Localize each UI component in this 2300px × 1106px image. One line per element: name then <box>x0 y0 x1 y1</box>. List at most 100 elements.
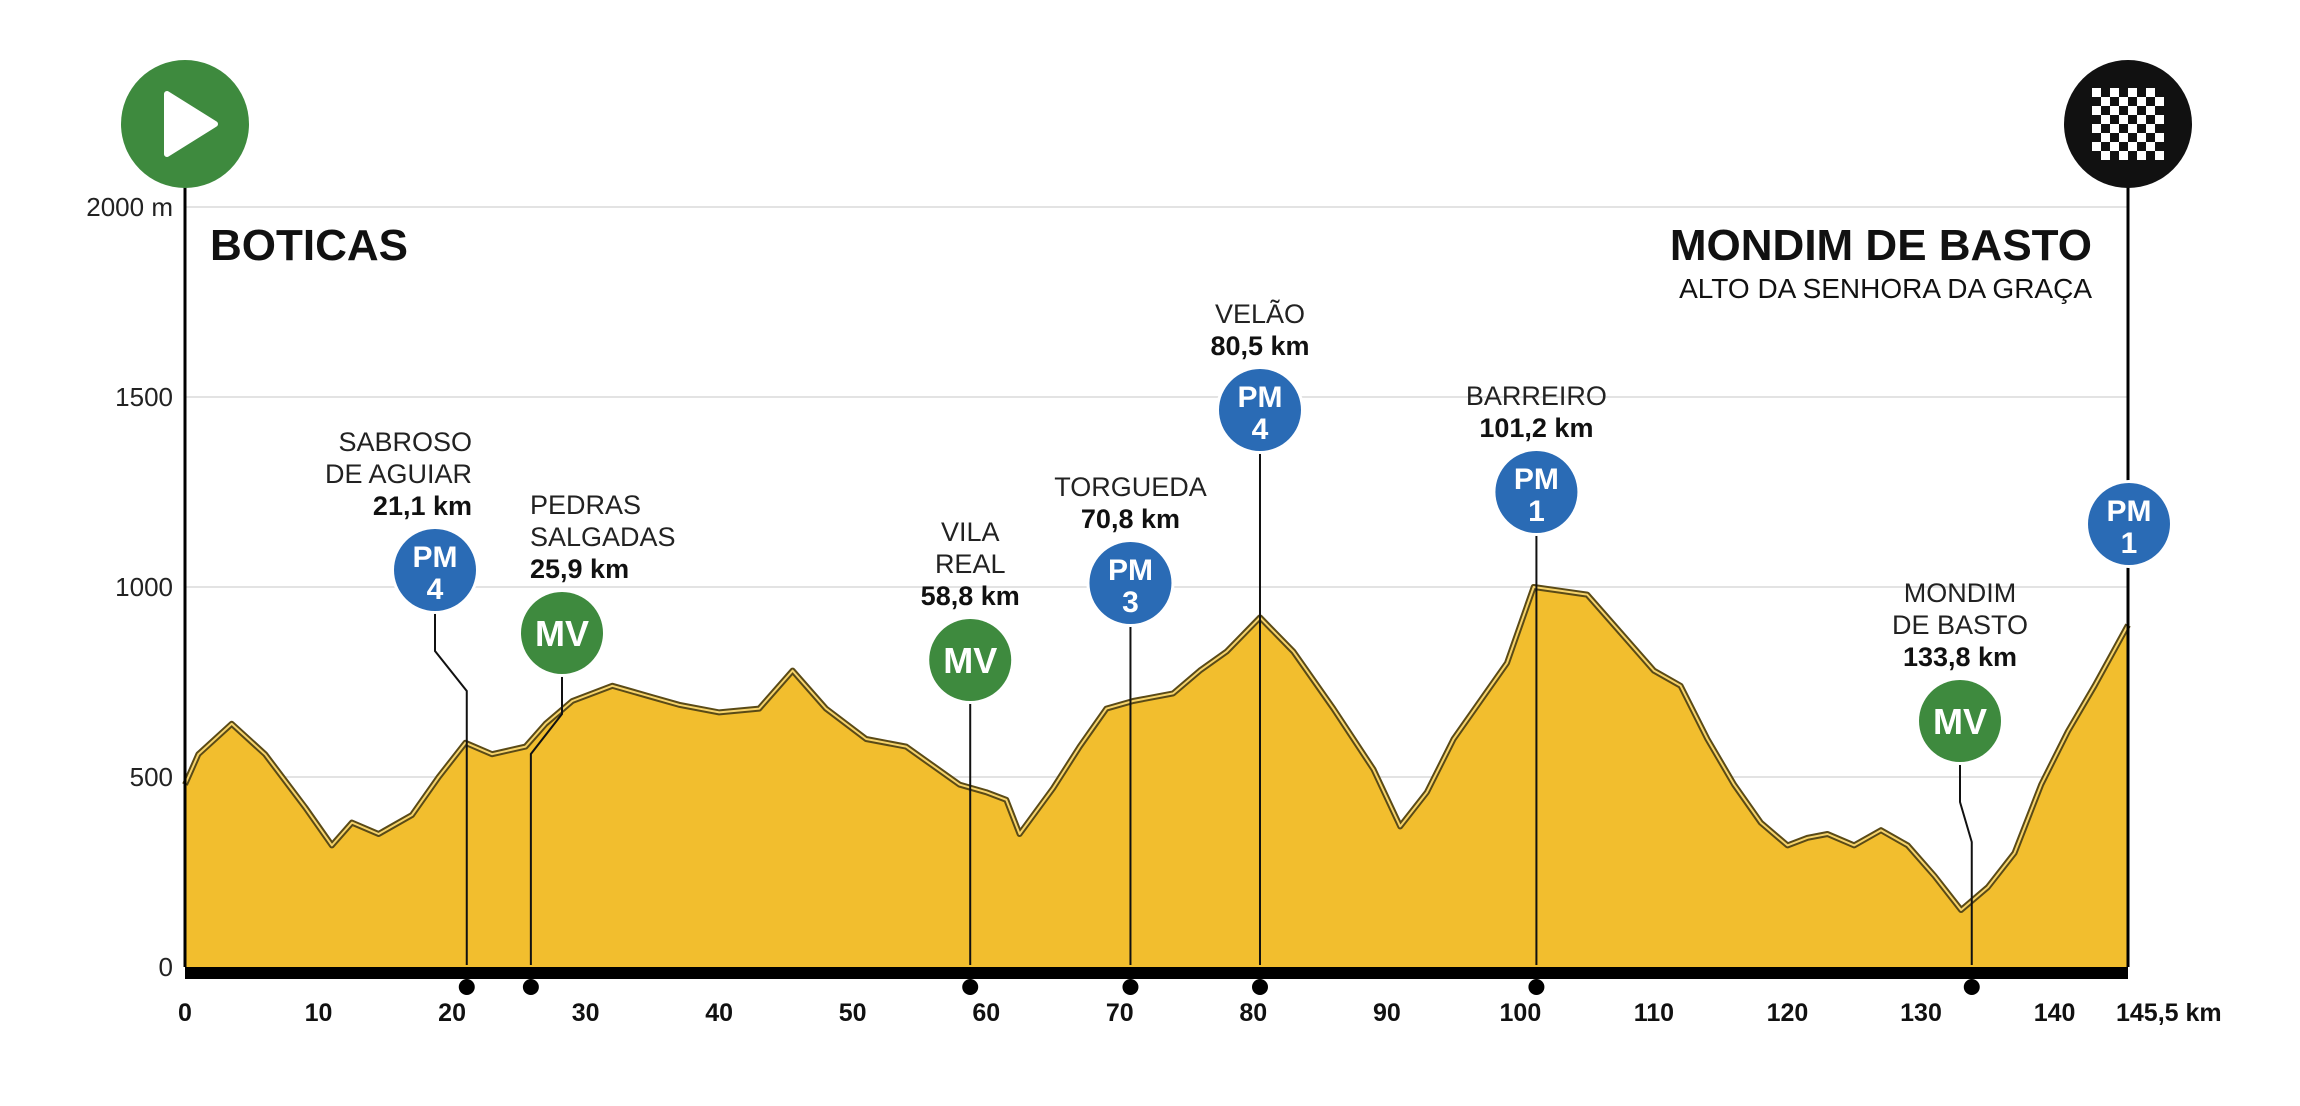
finish-title: MONDIM DE BASTO <box>1670 221 2092 270</box>
x-axis-bar <box>185 967 2128 979</box>
point-name-label: REAL <box>935 549 1006 579</box>
flag-cell <box>2137 115 2146 124</box>
badge-category: 3 <box>1122 586 1139 619</box>
flag-cell <box>2119 151 2128 160</box>
point-km-marker <box>1963 979 1980 995</box>
profile-edge-inner <box>184 586 2129 911</box>
flag-cell <box>2101 133 2110 142</box>
badge-label: MV <box>1933 701 1987 742</box>
x-tick-label: 130 <box>1900 999 1942 1027</box>
start-title: BOTICAS <box>210 221 408 270</box>
x-tick-label: 0 <box>178 999 192 1027</box>
flag-cell <box>2092 88 2101 97</box>
start-finish-icons <box>121 60 2192 188</box>
flag-cell <box>2137 133 2146 142</box>
point-name-label: MONDIM <box>1904 578 2016 608</box>
flag-cell <box>2110 106 2119 115</box>
x-tick-label: 10 <box>305 999 333 1027</box>
flag-cell <box>2092 106 2101 115</box>
flag-cell <box>2137 151 2146 160</box>
x-tick-label: 80 <box>1239 999 1267 1027</box>
flag-cell <box>2146 88 2155 97</box>
x-tick-label: 140 <box>2034 999 2076 1027</box>
sprint-badge <box>929 619 1012 701</box>
point-name-label: DE AGUIAR <box>325 459 472 489</box>
point-name-label: SABROSO <box>338 427 472 457</box>
x-tick-label: 60 <box>972 999 1000 1027</box>
badge-category: 1 <box>1528 495 1545 528</box>
flag-cell <box>2101 97 2110 106</box>
flag-cell <box>2128 124 2137 133</box>
badge-category: 4 <box>1252 413 1269 446</box>
elevation-profile <box>182 584 2131 967</box>
flag-cell <box>2119 115 2128 124</box>
point-connector <box>529 674 563 965</box>
mountain-prize-badge <box>1089 542 1172 624</box>
flag-cell <box>2155 97 2164 106</box>
point-name-label: VELÃO <box>1215 298 1305 329</box>
x-axis-ticks: 0 10 20 30 40 50 60 70 80 90 100 110 120 130 140 145,5 … <box>178 999 2222 1027</box>
badge-label: PM <box>1514 463 1559 496</box>
flag-cell <box>2155 151 2164 160</box>
badge-label: PM <box>413 541 458 574</box>
x-tick-label: 120 <box>1767 999 1809 1027</box>
point-km-label: 70,8 km <box>1081 504 1180 534</box>
point-km-marker <box>458 979 475 995</box>
x-tick-label: 110 <box>1634 999 1674 1027</box>
point-connector <box>1959 762 1973 965</box>
flag-cell <box>2110 124 2119 133</box>
y-tick-label: 1000 <box>115 572 173 602</box>
x-tick-label: 50 <box>839 999 867 1027</box>
x-tick-label: 70 <box>1106 999 1134 1027</box>
point-km-label: 58,8 km <box>921 581 1020 611</box>
flag-cell <box>2110 88 2119 97</box>
point-km-marker <box>1122 979 1139 995</box>
profile-area <box>185 587 2128 967</box>
point-km-marker <box>1528 979 1545 995</box>
flag-cell <box>2146 106 2155 115</box>
x-tick-label: 90 <box>1373 999 1401 1027</box>
flag-cell <box>2101 151 2110 160</box>
flag-cell <box>2101 115 2110 124</box>
flag-cell <box>2110 142 2119 151</box>
point-km-marker <box>522 979 539 995</box>
y-axis-ticks: 0 500 1000 1500 2000 m <box>86 192 173 982</box>
flag-cell <box>2155 133 2164 142</box>
point-km-label: 101,2 km <box>1479 413 1593 443</box>
badge-label: PM <box>1237 381 1282 414</box>
play-icon <box>164 91 218 157</box>
x-tick-label: 30 <box>572 999 600 1027</box>
finish-subtitle: ALTO DA SENHORA DA GRAÇA <box>1679 273 2092 304</box>
flag-cell <box>2119 133 2128 142</box>
x-tick-label: 100 <box>1500 999 1542 1027</box>
badge-label: MV <box>943 640 997 681</box>
point-name-label: DE BASTO <box>1892 610 2028 640</box>
flag-cell <box>2092 124 2101 133</box>
flag-cell <box>2092 142 2101 151</box>
x-tick-label: 40 <box>705 999 733 1027</box>
point-name-label: TORGUEDA <box>1054 472 1207 502</box>
y-tick-label: 500 <box>130 762 173 792</box>
badge-label: MV <box>535 613 589 654</box>
point-km-marker <box>962 979 979 995</box>
sprint-badge <box>521 592 603 674</box>
flag-cell <box>2128 142 2137 151</box>
point-connector <box>434 611 468 965</box>
flag-cell <box>2128 88 2137 97</box>
flag-cell <box>2146 142 2155 151</box>
mountain-prize-badge <box>1495 451 1578 533</box>
mountain-prize-badge <box>1218 369 1301 451</box>
mountain-prize-badge <box>394 529 476 611</box>
badge-category: 4 <box>427 573 444 606</box>
flag-cell <box>2146 124 2155 133</box>
badge-label: PM <box>1108 554 1153 587</box>
badge-category: 1 <box>2121 527 2138 560</box>
point-name-label: SALGADAS <box>530 522 676 552</box>
point-km-label: 80,5 km <box>1210 331 1309 361</box>
flag-cell <box>2128 106 2137 115</box>
flag-cell <box>2119 97 2128 106</box>
point-km-label: 133,8 km <box>1903 642 2017 672</box>
y-tick-label: 1500 <box>115 382 173 412</box>
